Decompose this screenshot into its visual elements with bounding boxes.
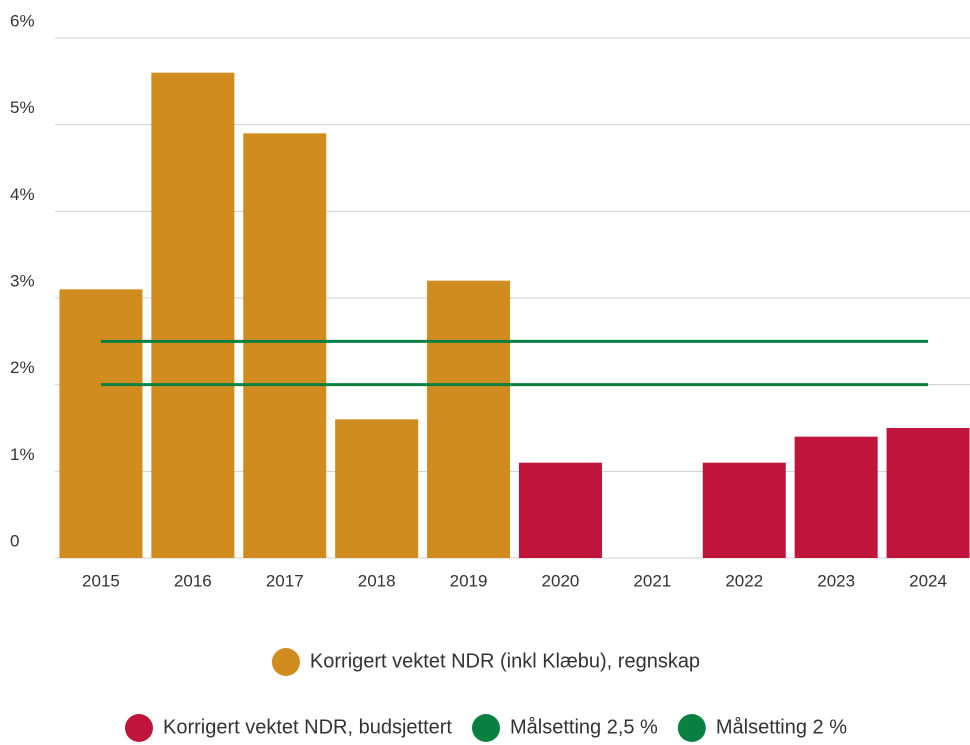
y-tick-label: 6% (10, 11, 35, 30)
legend-marker (124, 714, 153, 742)
legend-label: Korrigert vektet NDR, budsjettert (163, 716, 452, 738)
x-tick-label: 2019 (450, 571, 488, 590)
bar (886, 428, 970, 558)
bar (335, 419, 419, 558)
y-tick-label: 3% (10, 271, 35, 290)
legend-label: Korrigert vektet NDR (inkl Klæbu), regns… (310, 650, 700, 672)
x-tick-label: 2024 (909, 571, 947, 590)
bar (59, 289, 143, 558)
legend-marker (471, 714, 500, 742)
bar (702, 462, 786, 558)
bar (794, 436, 878, 558)
y-tick-label: 1% (10, 445, 35, 464)
legend-marker (677, 714, 706, 742)
y-tick-label: 0 (10, 531, 19, 550)
y-tick-label: 4% (10, 185, 35, 204)
x-tick-label: 2021 (633, 571, 671, 590)
legend-label: Målsetting 2,5 % (510, 716, 658, 738)
bar (518, 462, 602, 558)
bar (243, 133, 327, 559)
y-tick-label: 2% (10, 358, 35, 377)
legend-label: Målsetting 2 % (716, 716, 847, 738)
x-tick-label: 2017 (266, 571, 304, 590)
x-tick-label: 2022 (725, 571, 763, 590)
x-tick-label: 2016 (174, 571, 212, 590)
x-tick-label: 2018 (358, 571, 396, 590)
x-tick-label: 2023 (817, 571, 855, 590)
x-tick-label: 2015 (82, 571, 120, 590)
bar (151, 72, 235, 559)
bar (427, 280, 511, 558)
y-tick-label: 5% (10, 98, 35, 117)
x-tick-label: 2020 (542, 571, 580, 590)
legend-marker (271, 648, 300, 676)
